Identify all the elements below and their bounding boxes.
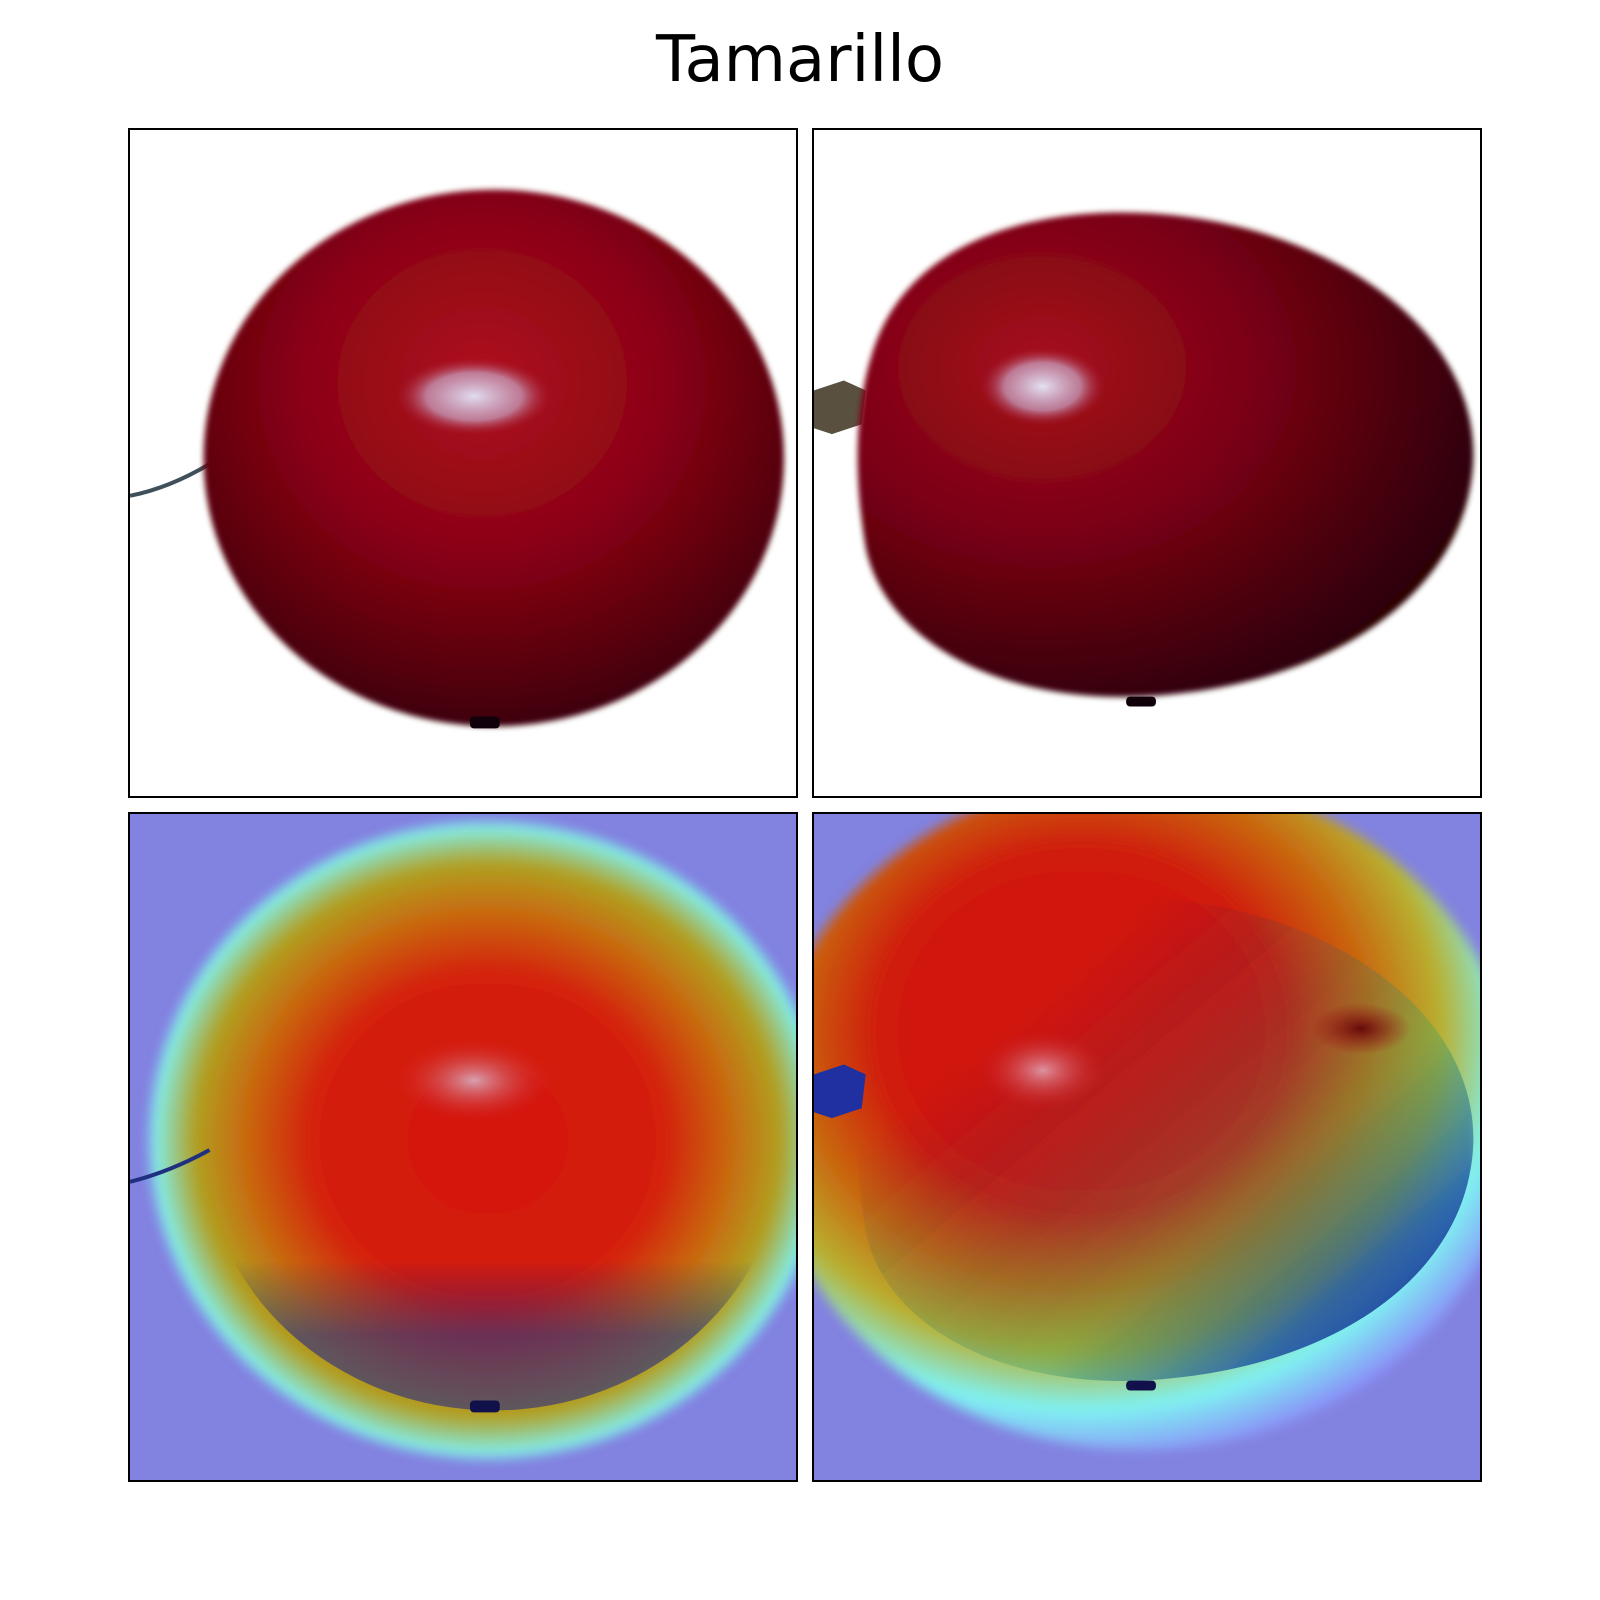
original-image-panel-1 — [128, 128, 798, 798]
heatmap-overlay-panel-2 — [812, 812, 1482, 1482]
original-image-panel-2 — [812, 128, 1482, 798]
tamarillo-photo-1 — [130, 130, 796, 796]
heatmap-overlay-2 — [814, 814, 1480, 1480]
tamarillo-photo-2 — [814, 130, 1480, 796]
figure-title: Tamarillo — [655, 23, 945, 97]
heatmap-overlay-panel-1 — [128, 812, 798, 1482]
heatmap-overlay-1 — [130, 814, 796, 1480]
